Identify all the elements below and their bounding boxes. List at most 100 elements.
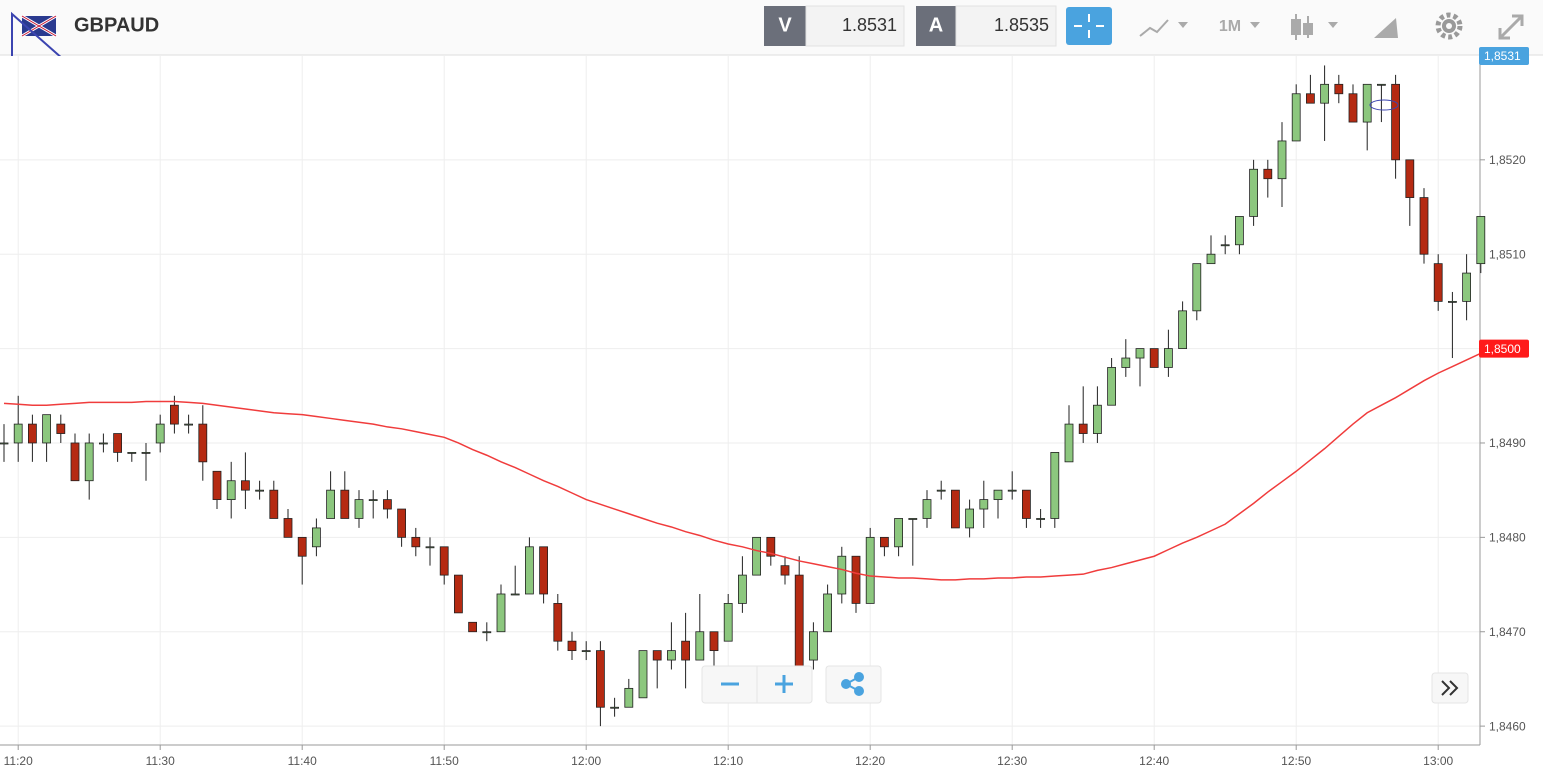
bid-price[interactable]: 1.8531 [842,15,897,35]
candle-body [496,593,506,633]
y-tick-label: 1,8460 [1489,719,1526,733]
candle-body [169,404,179,425]
ask-price[interactable]: 1.8535 [994,15,1049,35]
flag-icon [21,14,57,38]
candle-body [1263,168,1273,180]
candle-body [510,593,520,596]
candle-body [1078,423,1088,434]
candle-body [1433,263,1443,302]
candle-body [1419,197,1429,255]
candle-body [1121,357,1131,368]
candle-body [979,499,989,510]
candle-body [1235,216,1244,246]
ask-box[interactable] [955,5,1057,47]
candle-body [1135,348,1145,359]
candle-body [1249,168,1258,217]
timeframe[interactable]: 1M [1219,18,1241,35]
candle-body [1362,83,1372,123]
candle-body [283,518,293,538]
candle-body [837,555,847,595]
dropdown-arrow [1250,22,1260,28]
x-tick-label: 12:50 [1281,754,1311,768]
candle-body [1178,310,1187,349]
candle-body [695,631,705,661]
candle-body [610,706,619,709]
candle-body [155,423,165,444]
price-tag [1479,47,1529,65]
ask-label[interactable]: A [929,14,943,36]
candle-body [1476,216,1486,265]
candle-body [184,423,194,426]
candle-body [56,423,66,434]
candle-body [141,452,151,454]
candle-body [1220,244,1230,247]
bid-label-box[interactable] [764,6,806,46]
candle-body [226,480,236,501]
candle-body [738,574,747,604]
candle-body [382,499,392,510]
candle-body [255,489,265,492]
scroll-right-icon [1441,680,1459,696]
fullscreen-icon[interactable] [1498,14,1524,40]
candle-body [411,536,421,548]
candle-body [1064,423,1074,463]
candle-body [652,650,662,661]
symbol[interactable]: GBPAUD [74,14,159,36]
candle-body [99,442,108,445]
candle-body [1007,489,1017,492]
share-icon[interactable] [841,672,864,696]
candle-body [951,489,960,529]
x-tick-label: 11:30 [146,754,175,768]
crosshair-button[interactable] [1066,7,1112,45]
settings-icon[interactable] [1435,12,1463,40]
candle-body [525,546,534,595]
share-box[interactable] [825,665,882,704]
y-tick-label: 1,8480 [1489,531,1526,545]
x-tick-label: 11:20 [4,754,33,768]
candle-icon[interactable] [1291,14,1313,40]
candle-body [766,536,776,557]
candle-body [1022,489,1031,519]
candle-body [1107,367,1116,406]
candle-body [667,650,676,661]
candle-body [1306,93,1315,104]
candle-body [127,452,137,454]
candle-body [1405,159,1415,198]
candle-body [624,687,634,708]
candle-body [1377,83,1386,86]
y-tick-label: 1,8520 [1489,153,1526,167]
ask-label-box[interactable] [916,6,956,46]
candle-body [1149,348,1159,368]
candle-body [1206,253,1216,265]
x-tick-label: 11:40 [288,754,317,768]
candle-body [1036,518,1045,520]
candle-body [709,631,719,652]
candle-body [297,536,307,557]
zoom-in[interactable] [775,675,793,693]
candle-body [1462,272,1471,302]
x-tick-label: 12:40 [1139,754,1169,768]
candle-body [908,518,918,520]
candle-body [42,414,51,444]
candle-body [27,423,37,444]
candle-body [1334,83,1344,95]
candle-body [1164,348,1173,368]
y-tick-label: 1,8470 [1489,625,1526,639]
candle-body [880,536,889,548]
candle-body [198,423,208,463]
price-tag-label: 1,8531 [1484,49,1521,63]
chart-type-icon[interactable] [1139,19,1169,37]
bid-box[interactable] [805,5,905,47]
draw-tool-icon[interactable] [1374,18,1398,38]
candle-body [1348,93,1358,123]
candle-body [936,489,946,492]
candle-body [567,640,577,652]
bid-label[interactable]: V [778,14,792,36]
candle-body [539,546,548,595]
dropdown-arrow [1178,22,1188,28]
candle-body [1050,452,1060,519]
candle-body [894,518,903,548]
x-tick-label: 12:10 [713,754,743,768]
candle-body [240,480,250,491]
